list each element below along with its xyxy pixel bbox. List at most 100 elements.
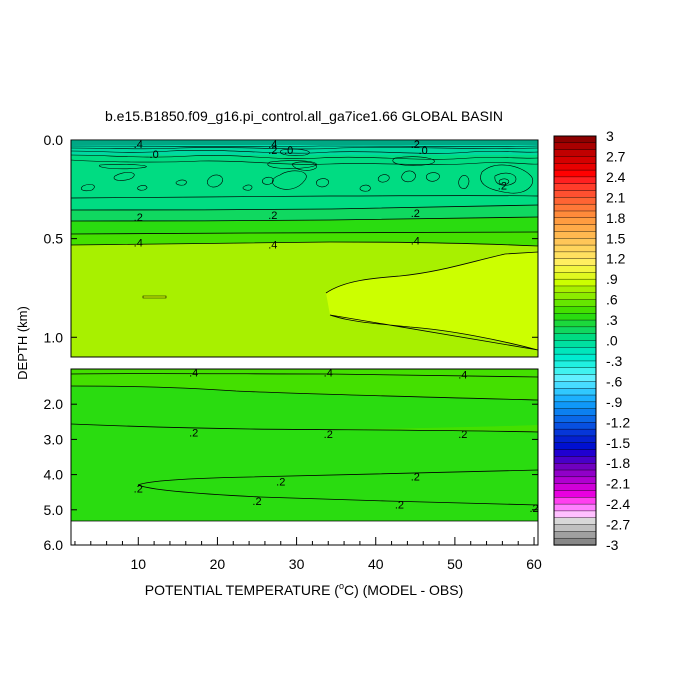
colorbar-label-15: -1.5 bbox=[606, 435, 630, 451]
y-axis-label: DEPTH (km) bbox=[15, 306, 30, 380]
colorbar-swatch-15 bbox=[553, 238, 597, 246]
upper-y-tick-label-1: 0.5 bbox=[44, 231, 64, 247]
colorbar-swatch-16 bbox=[553, 244, 597, 253]
colorbar-swatch-59 bbox=[553, 537, 597, 546]
colorbar-swatch-40 bbox=[553, 408, 597, 417]
colorbar-swatch-43 bbox=[553, 428, 597, 437]
colorbar-swatch-22 bbox=[553, 285, 597, 294]
upper-contour-label-8: .2 bbox=[134, 212, 143, 224]
colorbar-label-20: -3 bbox=[606, 537, 619, 553]
upper-contour-label-2: .2 bbox=[411, 139, 420, 151]
colorbar-swatch-52 bbox=[553, 490, 597, 498]
lower-contour-label-8: .2 bbox=[411, 471, 420, 483]
lower-panel-frame bbox=[70, 368, 539, 546]
colorbar-swatch-56 bbox=[553, 517, 597, 526]
colorbar-label-0: 3 bbox=[606, 128, 614, 144]
colorbar-swatch-47 bbox=[553, 456, 597, 464]
x-tick-label-1: 20 bbox=[210, 556, 226, 572]
lower-y-tick-label-3: 5.0 bbox=[44, 502, 64, 518]
colorbar-swatch-20 bbox=[553, 272, 597, 280]
lower-contour-label-10: .2 bbox=[395, 500, 404, 512]
colorbar-swatch-35 bbox=[553, 374, 597, 383]
lower-y-tick-label-2: 4.0 bbox=[44, 467, 64, 483]
colorbar-swatch-41 bbox=[553, 415, 597, 423]
lower-contours bbox=[71, 373, 538, 522]
upper-contour-label-1: .4 bbox=[268, 139, 277, 151]
colorbar-swatch-0 bbox=[553, 135, 597, 144]
lower-contour-label-1: .4 bbox=[324, 368, 333, 380]
colorbar-swatch-38 bbox=[553, 394, 597, 403]
lower-fill-bottom-white bbox=[71, 521, 538, 545]
x-axis-label-degree: o bbox=[339, 581, 344, 591]
lower-contour-label-11: .2 bbox=[529, 503, 538, 515]
lower-y-axis: 2.0 3.0 4.0 5.0 6.0 bbox=[44, 396, 538, 553]
colorbar-swatch-57 bbox=[553, 524, 597, 532]
x-axis: 10 20 30 40 50 60 bbox=[74, 537, 542, 572]
x-tick-label-5: 60 bbox=[526, 556, 542, 572]
colorbar-label-12: -.6 bbox=[606, 373, 623, 389]
lower-contour-label-2: .4 bbox=[458, 369, 467, 381]
lower-panel bbox=[71, 369, 538, 545]
upper-contour-labels: .4.4.2.0.2.0.0.2.2.2.2.4.4.4 bbox=[134, 139, 507, 252]
upper-panel bbox=[71, 140, 538, 357]
colorbar: 3 2.7 2.4 2.1 1.8 1.5 1.2 .9 .6 .3 .0 -.3 -.6 -.9 -1.2… bbox=[553, 128, 630, 553]
colorbar-swatch-9 bbox=[553, 197, 597, 205]
colorbar-label-3: 2.1 bbox=[606, 189, 626, 205]
upper-contour-01 bbox=[71, 204, 538, 211]
colorbar-swatch-39 bbox=[553, 401, 597, 410]
lower-y-tick-label-0: 2.0 bbox=[44, 396, 64, 412]
x-tick-label-2: 30 bbox=[289, 556, 305, 572]
colorbar-label-10: .0 bbox=[606, 333, 618, 349]
colorbar-swatch-48 bbox=[553, 463, 597, 471]
lower-contour-label-9: .2 bbox=[252, 496, 261, 508]
upper-fill-band-06 bbox=[326, 252, 538, 350]
lower-contour-label-4: .2 bbox=[324, 429, 333, 441]
colorbar-frame bbox=[553, 135, 597, 546]
upper-y-tick-label-2: 1.0 bbox=[44, 329, 64, 345]
colorbar-swatch-55 bbox=[553, 510, 597, 519]
colorbar-swatch-2 bbox=[553, 149, 597, 158]
upper-fill-band-02 bbox=[71, 205, 538, 221]
lower-contour-label-5: .2 bbox=[458, 429, 467, 441]
colorbar-swatch-28 bbox=[553, 326, 597, 335]
colorbar-swatch-19 bbox=[553, 265, 597, 273]
lower-fill-band-02-deep bbox=[71, 424, 538, 545]
upper-fill-surface-teal bbox=[71, 147, 538, 155]
colorbar-swatch-17 bbox=[553, 251, 597, 260]
upper-contour-03 bbox=[71, 231, 538, 235]
upper-fill-near-zero-band bbox=[71, 155, 538, 210]
upper-contour-label-13: .4 bbox=[411, 236, 420, 248]
colorbar-swatch-1 bbox=[553, 142, 597, 151]
colorbar-swatch-21 bbox=[553, 278, 597, 287]
chart-title: b.e15.B1850.f09_g16.pi_control.all_ga7ic… bbox=[105, 108, 503, 124]
lower-fill-band-03 bbox=[71, 386, 538, 430]
lower-contour-label-3: .2 bbox=[189, 427, 198, 439]
upper-contour-label-6: .0 bbox=[419, 145, 428, 157]
colorbar-label-4: 1.8 bbox=[606, 210, 626, 226]
upper-contour-label-7: .2 bbox=[498, 180, 507, 192]
upper-contour-label-5: .0 bbox=[284, 145, 293, 157]
colorbar-swatch-37 bbox=[553, 388, 597, 396]
upper-contour-00 bbox=[71, 195, 538, 199]
colorbar-label-7: .9 bbox=[606, 271, 618, 287]
colorbar-label-8: .6 bbox=[606, 292, 618, 308]
upper-contour-label-10: .2 bbox=[411, 208, 420, 220]
colorbar-swatch-49 bbox=[553, 469, 597, 478]
x-tick-label-4: 50 bbox=[447, 556, 463, 572]
x-tick-label-0: 10 bbox=[130, 556, 146, 572]
upper-contour-label-9: .2 bbox=[268, 210, 277, 222]
upper-contour-label-12: .4 bbox=[268, 240, 277, 252]
upper-surface-contours bbox=[71, 141, 538, 194]
colorbar-swatch-6 bbox=[553, 176, 597, 185]
upper-fill-surface-cyan bbox=[71, 140, 538, 147]
colorbar-swatch-13 bbox=[553, 224, 597, 233]
colorbar-label-14: -1.2 bbox=[606, 414, 630, 430]
colorbar-swatch-33 bbox=[553, 360, 597, 369]
colorbar-label-1: 2.7 bbox=[606, 148, 626, 164]
colorbar-swatch-32 bbox=[553, 353, 597, 362]
colorbar-swatch-8 bbox=[553, 190, 597, 198]
upper-y-axis: 0.0 0.5 1.0 bbox=[44, 132, 538, 345]
colorbar-swatch-24 bbox=[553, 299, 597, 308]
colorbar-swatch-36 bbox=[553, 381, 597, 389]
